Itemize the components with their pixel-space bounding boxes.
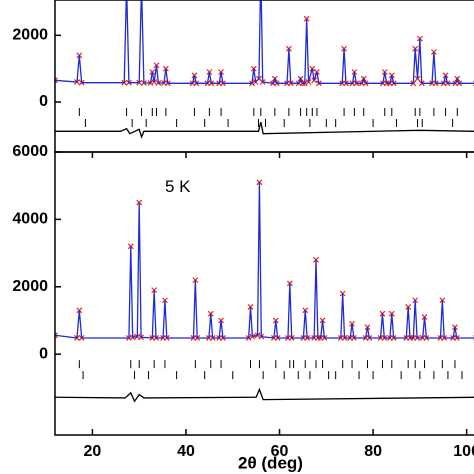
plot-area xyxy=(55,0,474,139)
panel-frame xyxy=(54,151,474,436)
x-tick-label: 80 xyxy=(364,443,382,460)
x-tick-label: 100 xyxy=(453,443,474,460)
observed-point xyxy=(55,77,58,84)
y-tick-label: 6000 xyxy=(12,143,48,160)
profile-line xyxy=(55,0,474,85)
profile-line xyxy=(55,182,474,339)
profile-line xyxy=(55,121,474,139)
x-tick-label: 40 xyxy=(177,443,195,460)
plot-area xyxy=(55,179,474,403)
observed-point xyxy=(55,332,58,339)
profile-line xyxy=(55,387,474,403)
y-tick-label: 2000 xyxy=(12,278,48,295)
x-tick-label: 60 xyxy=(271,443,289,460)
y-tick-label: 0 xyxy=(39,345,48,362)
y-tick-label: 2000 xyxy=(12,27,48,44)
annotation: 5 K xyxy=(165,177,191,196)
x-tick-label: 20 xyxy=(84,443,102,460)
y-tick-label: 4000 xyxy=(12,211,48,228)
y-tick-label: 0 xyxy=(39,93,48,110)
x-axis-label: 2θ (deg) xyxy=(238,453,303,472)
panel-frame xyxy=(54,0,474,153)
